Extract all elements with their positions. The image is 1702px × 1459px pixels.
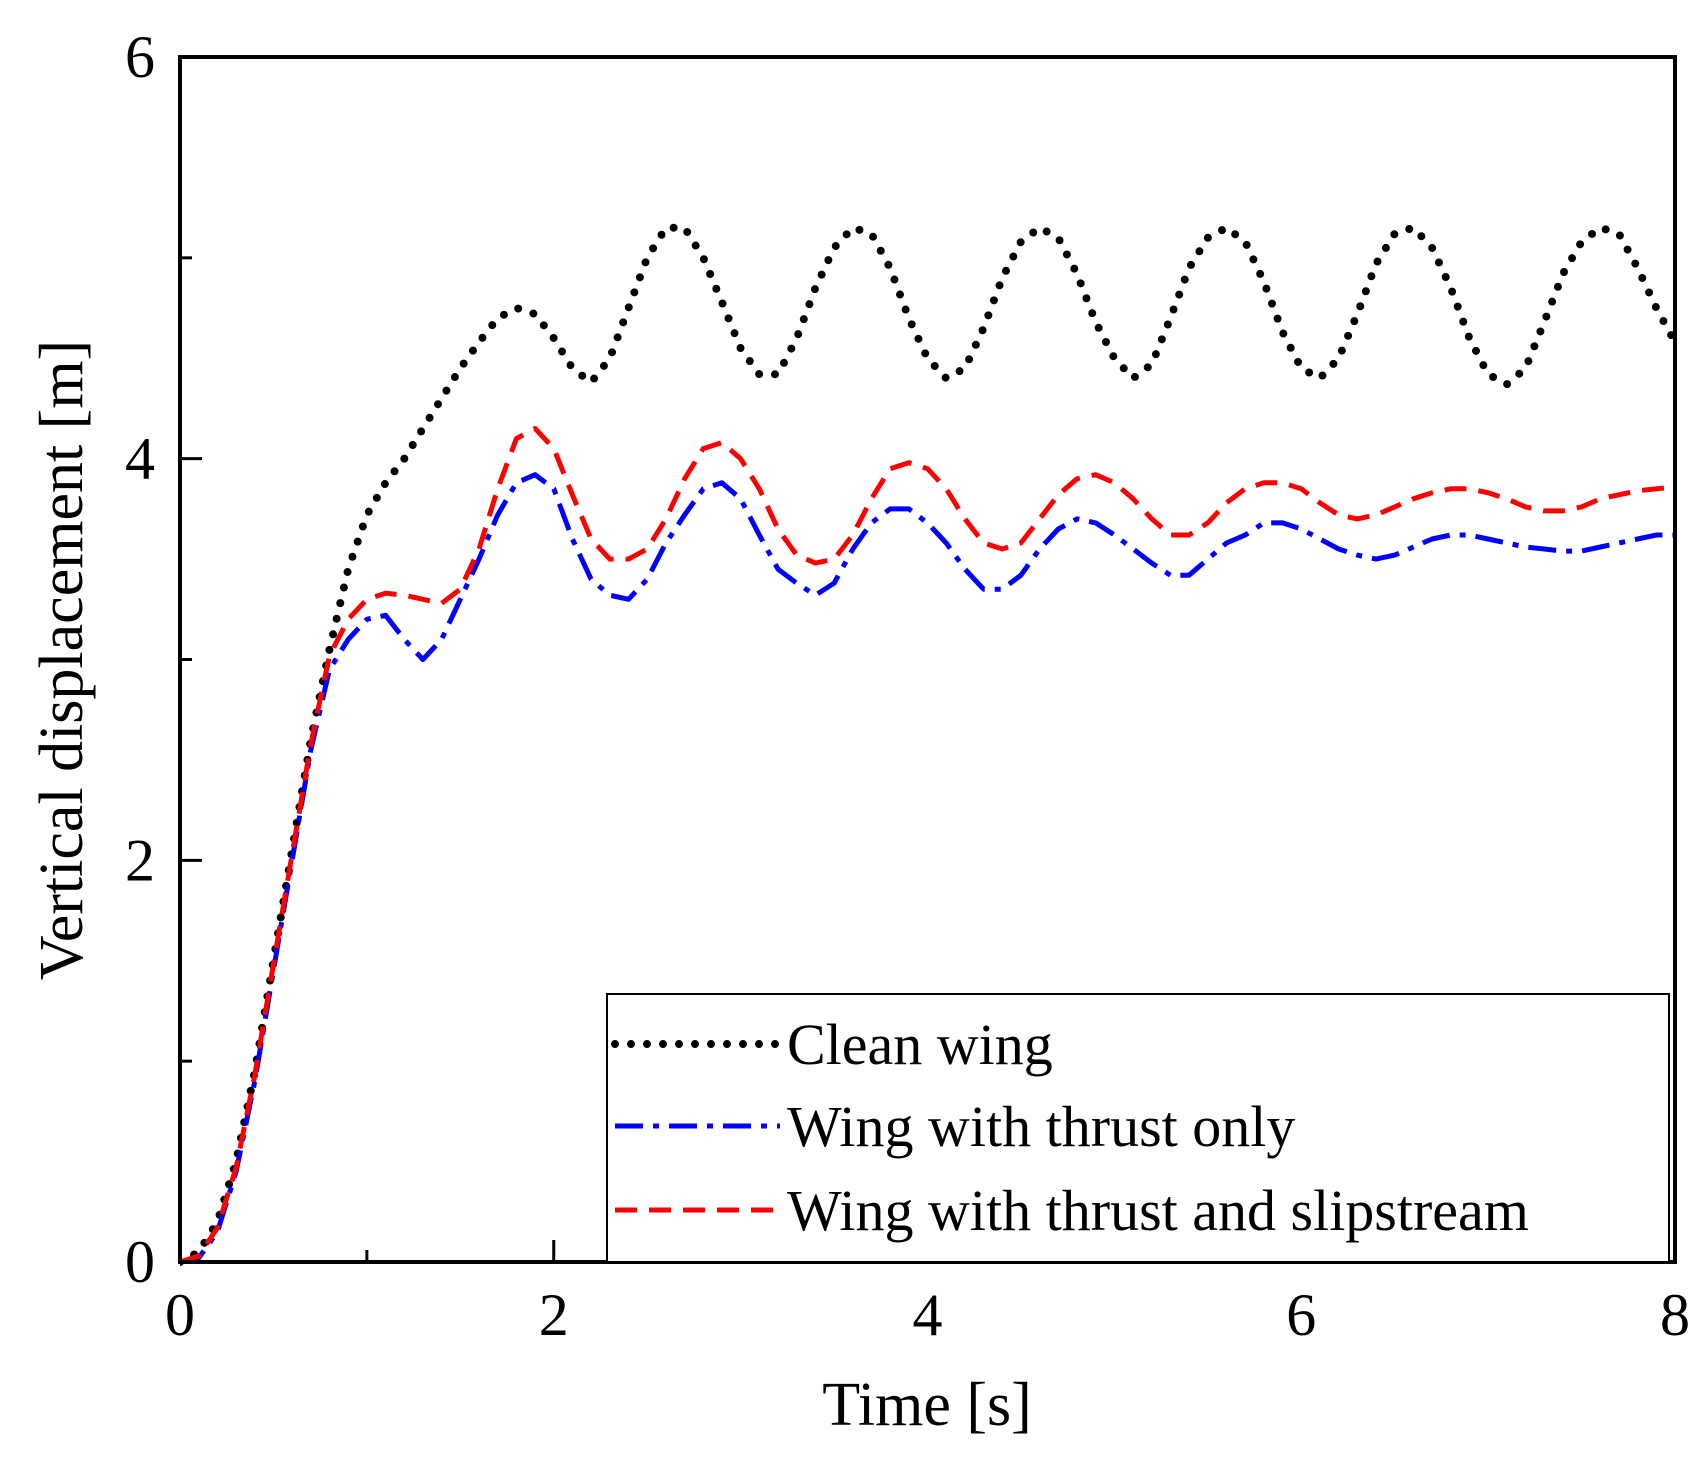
- series-thrust-only: [180, 472, 1675, 1265]
- x-tick-label: 4: [913, 1282, 943, 1348]
- x-tick-label: 2: [539, 1282, 569, 1348]
- y-tick-label: 0: [125, 1229, 155, 1295]
- legend-label-thrust-slipstream: Wing with thrust and slipstream: [787, 1178, 1529, 1243]
- series-layer: [180, 223, 1679, 1266]
- x-tick-label: 8: [1660, 1282, 1690, 1348]
- y-tick-label: 6: [125, 24, 155, 90]
- y-tick-label: 4: [125, 426, 155, 492]
- legend-box: [606, 993, 1670, 1263]
- x-tick-label: 6: [1286, 1282, 1316, 1348]
- series-clean-wing: [180, 223, 1679, 1266]
- x-axis-title: Time [s]: [822, 1371, 1032, 1439]
- x-tick-label: 0: [165, 1282, 195, 1348]
- y-axis-title: Vertical displacement [m]: [28, 340, 96, 980]
- legend: Clean wing Wing with thrust only Wing wi…: [606, 993, 1670, 1263]
- legend-label-clean-wing: Clean wing: [787, 1012, 1053, 1077]
- legend-label-thrust-only: Wing with thrust only: [787, 1094, 1295, 1159]
- y-axis: 0 2 4 6: [125, 24, 202, 1295]
- y-tick-label: 2: [125, 827, 155, 893]
- series-thrust-slipstream: [180, 426, 1676, 1265]
